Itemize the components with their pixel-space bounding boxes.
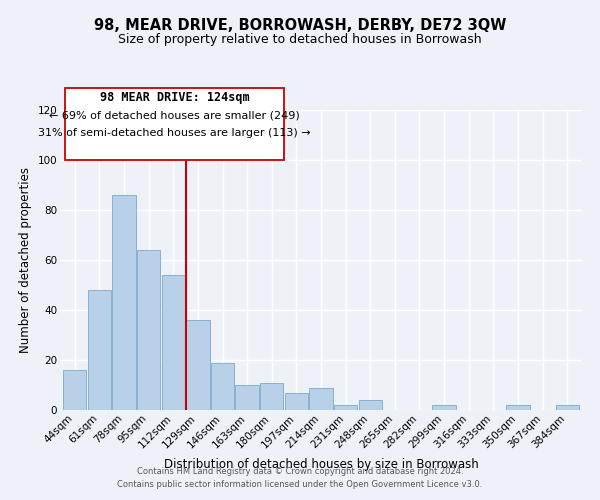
Bar — [137, 250, 160, 410]
Bar — [235, 385, 259, 410]
Text: Contains HM Land Registry data © Crown copyright and database right 2024.: Contains HM Land Registry data © Crown c… — [137, 467, 463, 476]
Bar — [284, 392, 308, 410]
Bar — [359, 400, 382, 410]
X-axis label: Distribution of detached houses by size in Borrowash: Distribution of detached houses by size … — [164, 458, 478, 471]
Bar — [506, 405, 530, 410]
Bar — [186, 320, 209, 410]
Bar — [334, 405, 358, 410]
Bar — [161, 275, 185, 410]
Bar — [211, 362, 234, 410]
Text: Size of property relative to detached houses in Borrowash: Size of property relative to detached ho… — [118, 32, 482, 46]
Text: ← 69% of detached houses are smaller (249): ← 69% of detached houses are smaller (24… — [49, 110, 300, 120]
Bar — [63, 370, 86, 410]
Text: Contains public sector information licensed under the Open Government Licence v3: Contains public sector information licen… — [118, 480, 482, 489]
Bar — [88, 290, 111, 410]
Bar — [260, 382, 283, 410]
Text: 98 MEAR DRIVE: 124sqm: 98 MEAR DRIVE: 124sqm — [100, 92, 250, 104]
Y-axis label: Number of detached properties: Number of detached properties — [19, 167, 32, 353]
Bar — [433, 405, 456, 410]
Text: 98, MEAR DRIVE, BORROWASH, DERBY, DE72 3QW: 98, MEAR DRIVE, BORROWASH, DERBY, DE72 3… — [94, 18, 506, 32]
Bar — [310, 388, 332, 410]
Text: 31% of semi-detached houses are larger (113) →: 31% of semi-detached houses are larger (… — [38, 128, 311, 138]
Bar — [112, 195, 136, 410]
Bar — [556, 405, 579, 410]
